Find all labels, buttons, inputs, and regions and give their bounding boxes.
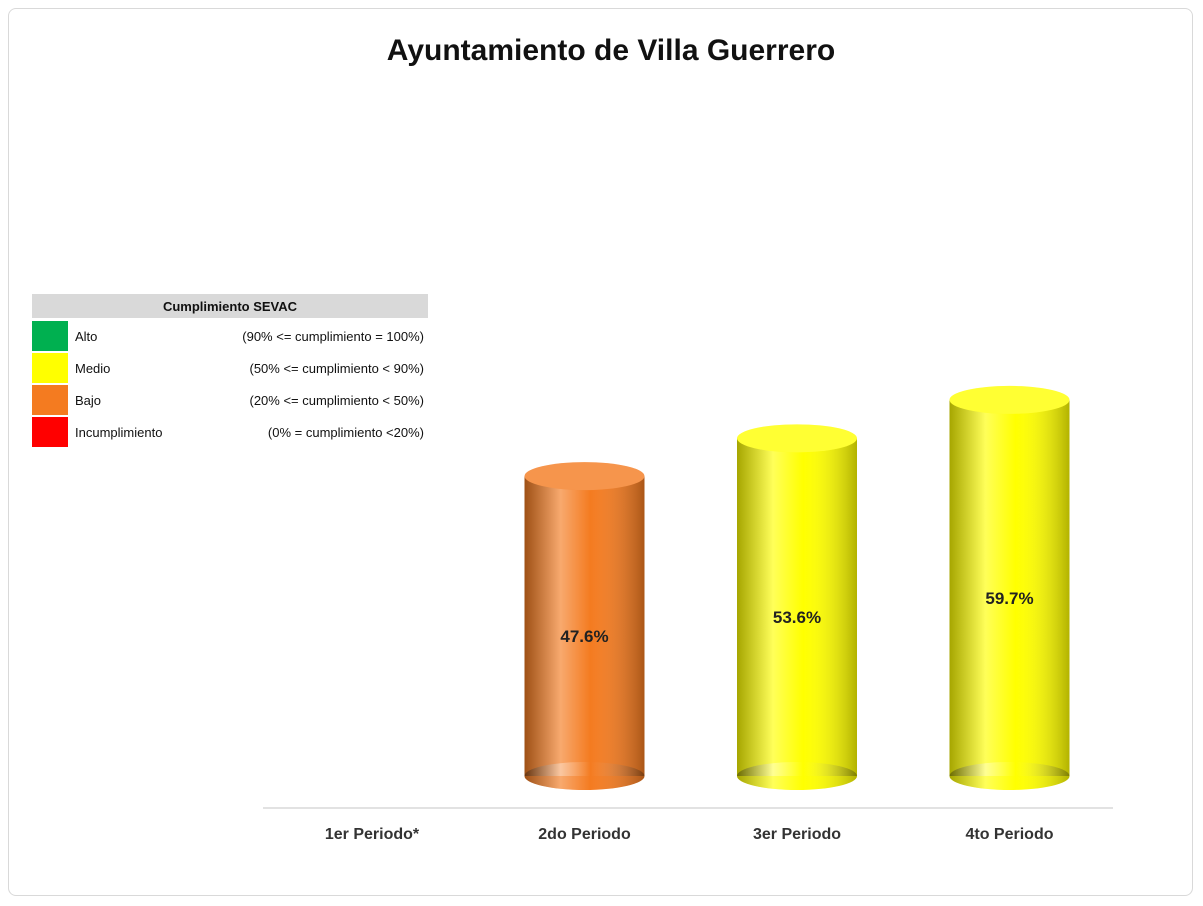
legend-label: Bajo bbox=[75, 393, 101, 408]
bar-top bbox=[524, 462, 645, 491]
x-tick-label: 3er Periodo bbox=[752, 826, 842, 843]
x-tick-label: 1er Periodo* bbox=[324, 826, 420, 843]
bar-top bbox=[949, 385, 1070, 414]
bar-shade bbox=[524, 476, 645, 776]
legend-range: (20% <= cumplimiento < 50%) bbox=[249, 393, 424, 408]
x-tick-label: 4to Periodo bbox=[965, 826, 1054, 843]
legend-header bbox=[32, 294, 428, 318]
legend-swatch bbox=[32, 417, 68, 447]
legend-swatch bbox=[32, 385, 68, 415]
legend-range: (90% <= cumplimiento = 100%) bbox=[242, 329, 424, 344]
legend-swatch bbox=[32, 321, 68, 351]
legend-label: Medio bbox=[75, 361, 110, 376]
bar-top-highlight bbox=[524, 462, 645, 491]
legend-label: Alto bbox=[75, 329, 97, 344]
legend-title: Cumplimiento SEVAC bbox=[163, 299, 298, 314]
legend-label: Incumplimiento bbox=[75, 425, 162, 440]
bar-top bbox=[737, 424, 857, 453]
legend-range: (0% = cumplimiento <20%) bbox=[268, 425, 424, 440]
x-tick-label: 2do Periodo bbox=[538, 826, 631, 843]
bar-top-highlight bbox=[949, 385, 1070, 414]
bar-top-highlight bbox=[737, 424, 857, 453]
value-label: 59.7% bbox=[985, 589, 1033, 608]
value-label: 53.6% bbox=[773, 608, 821, 627]
chart-title: Ayuntamiento de Villa Guerrero bbox=[387, 34, 835, 67]
bar-shade bbox=[737, 438, 857, 776]
legend-swatch bbox=[32, 353, 68, 383]
chart-frame bbox=[8, 8, 1193, 896]
bar-shade bbox=[949, 399, 1070, 776]
legend-range: (50% <= cumplimiento < 90%) bbox=[249, 361, 424, 376]
value-label: 47.6% bbox=[560, 627, 608, 646]
